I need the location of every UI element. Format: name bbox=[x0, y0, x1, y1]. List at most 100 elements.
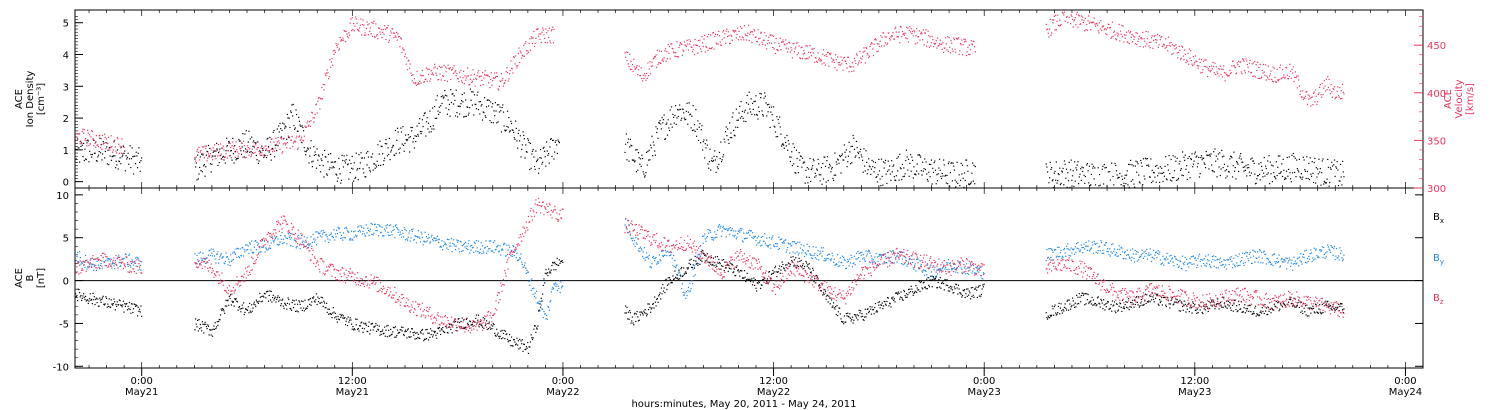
by-point bbox=[1179, 260, 1182, 262]
density-point bbox=[527, 139, 530, 141]
density-point bbox=[324, 156, 326, 158]
by-point bbox=[107, 257, 110, 260]
density-point bbox=[830, 171, 832, 173]
velocity-point bbox=[731, 39, 733, 41]
density-point bbox=[78, 147, 80, 149]
density-point bbox=[1132, 179, 1134, 181]
velocity-point bbox=[810, 55, 812, 57]
density-point bbox=[508, 131, 511, 133]
density-point bbox=[1136, 161, 1138, 163]
density-point bbox=[816, 168, 818, 170]
density-point bbox=[654, 150, 656, 152]
density-point bbox=[512, 129, 514, 132]
density-point bbox=[956, 161, 958, 163]
velocity-point bbox=[870, 42, 872, 44]
velocity-point bbox=[1299, 93, 1301, 96]
by-point bbox=[636, 243, 638, 245]
velocity-point bbox=[1119, 30, 1122, 32]
velocity-point bbox=[287, 135, 289, 137]
velocity-point bbox=[1144, 45, 1147, 47]
by-point bbox=[764, 233, 766, 235]
density-point bbox=[918, 173, 920, 175]
by-point bbox=[222, 256, 224, 258]
density-point bbox=[508, 117, 510, 119]
by-point bbox=[1047, 256, 1049, 258]
velocity-point bbox=[518, 47, 520, 49]
velocity-point bbox=[1250, 71, 1253, 74]
velocity-point bbox=[1058, 25, 1060, 27]
density-point bbox=[320, 158, 322, 160]
velocity-point bbox=[82, 128, 84, 130]
by-point bbox=[205, 262, 207, 264]
by-point bbox=[198, 252, 200, 254]
by-point bbox=[519, 258, 521, 260]
by-point bbox=[697, 254, 699, 256]
velocity-point bbox=[1071, 18, 1074, 20]
velocity-point bbox=[849, 66, 852, 68]
by-point bbox=[771, 236, 773, 239]
density-point bbox=[258, 160, 260, 162]
velocity-point bbox=[1319, 86, 1321, 88]
velocity-point bbox=[338, 49, 340, 51]
by-point bbox=[1112, 243, 1114, 245]
by-point bbox=[687, 286, 690, 289]
by-point bbox=[635, 236, 637, 239]
by-point bbox=[767, 246, 769, 248]
velocity-point bbox=[253, 152, 255, 154]
density-point bbox=[204, 175, 206, 177]
density-point bbox=[265, 156, 268, 159]
by-point bbox=[275, 236, 277, 239]
density-point bbox=[1312, 172, 1314, 174]
by-point bbox=[452, 242, 454, 245]
density-point bbox=[1092, 165, 1095, 167]
density-point bbox=[213, 150, 216, 152]
velocity-point bbox=[1220, 73, 1222, 76]
density-point bbox=[504, 129, 506, 131]
density-point bbox=[129, 145, 131, 147]
velocity-point bbox=[327, 72, 329, 74]
by-point bbox=[648, 254, 650, 257]
by-point bbox=[500, 254, 502, 256]
velocity-point bbox=[1091, 22, 1093, 24]
velocity-point bbox=[447, 64, 449, 66]
density-point bbox=[1243, 170, 1245, 172]
density-point bbox=[199, 156, 201, 158]
by-point bbox=[1100, 241, 1103, 243]
density-point bbox=[517, 147, 519, 149]
by-point bbox=[834, 264, 836, 266]
velocity-point bbox=[1179, 49, 1181, 51]
density-point bbox=[238, 140, 241, 142]
density-point bbox=[751, 113, 753, 115]
by-point bbox=[268, 247, 270, 249]
by-point bbox=[641, 249, 643, 251]
density-point bbox=[541, 163, 543, 165]
by-point bbox=[431, 238, 434, 241]
density-point bbox=[100, 144, 102, 146]
velocity-point bbox=[1314, 89, 1317, 91]
by-point bbox=[559, 291, 561, 294]
density-point bbox=[510, 122, 513, 125]
velocity-point bbox=[476, 74, 478, 77]
velocity-point bbox=[749, 31, 752, 33]
density-point bbox=[1060, 182, 1062, 185]
velocity-point bbox=[1080, 15, 1082, 17]
velocity-point bbox=[631, 68, 633, 70]
by-point bbox=[220, 253, 222, 255]
velocity-point bbox=[783, 43, 785, 45]
velocity-point bbox=[698, 46, 700, 48]
velocity-point bbox=[222, 147, 224, 149]
density-point bbox=[1053, 186, 1055, 189]
density-point bbox=[1066, 186, 1068, 188]
density-point bbox=[1163, 175, 1165, 177]
by-point bbox=[736, 236, 738, 238]
density-point bbox=[967, 170, 969, 172]
density-point bbox=[668, 127, 670, 129]
by-point bbox=[1184, 261, 1186, 263]
density-point bbox=[1192, 163, 1194, 165]
velocity-point bbox=[818, 57, 821, 59]
by-point bbox=[644, 259, 646, 261]
density-point bbox=[413, 137, 415, 140]
velocity-point bbox=[1229, 73, 1232, 75]
density-point bbox=[338, 168, 341, 170]
density-point bbox=[226, 145, 228, 147]
